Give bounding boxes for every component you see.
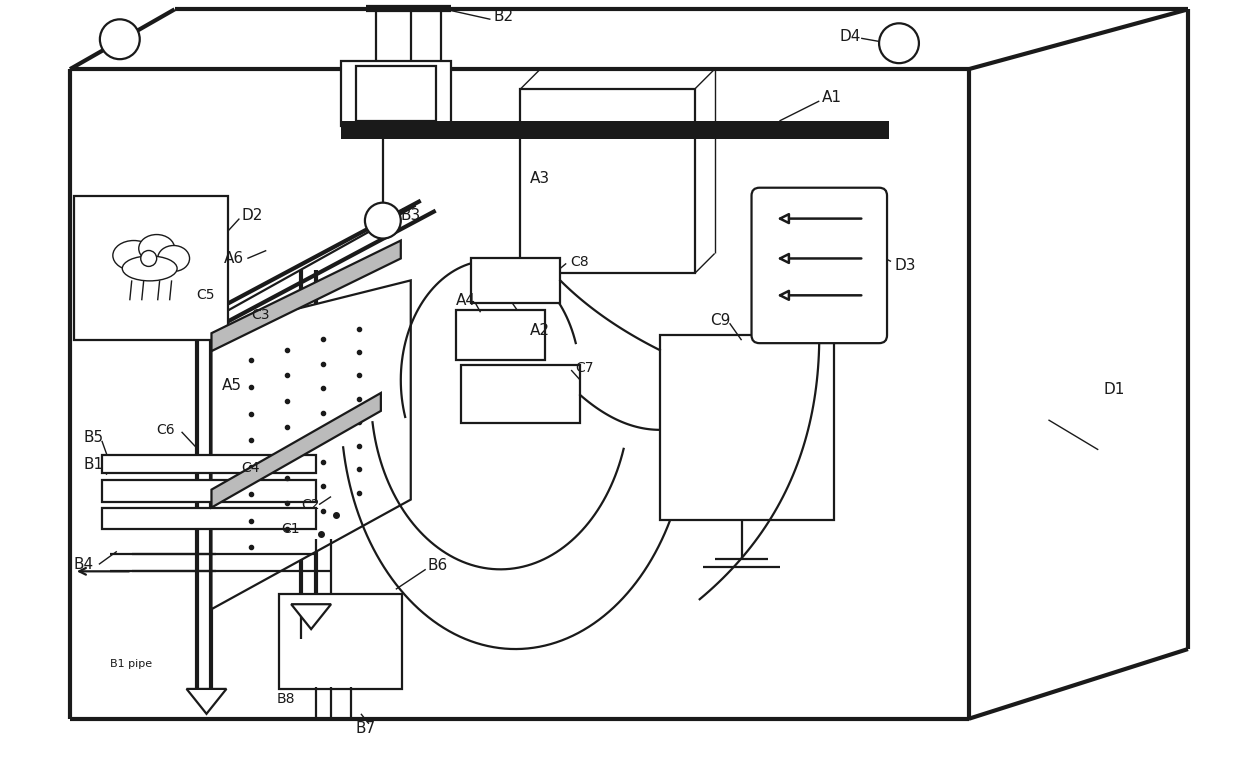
Text: D4: D4 xyxy=(839,29,861,44)
Bar xyxy=(360,599,394,687)
Circle shape xyxy=(365,203,401,238)
Text: C3: C3 xyxy=(252,308,270,322)
Text: C1: C1 xyxy=(281,523,300,537)
Text: B3: B3 xyxy=(401,208,422,223)
Ellipse shape xyxy=(157,245,190,271)
Bar xyxy=(341,121,889,139)
Text: A3: A3 xyxy=(531,171,551,187)
Text: C5: C5 xyxy=(196,288,215,302)
Bar xyxy=(460,365,580,423)
Text: B1 pipe: B1 pipe xyxy=(110,659,153,669)
Text: B1: B1 xyxy=(84,457,104,472)
Polygon shape xyxy=(212,393,381,507)
Circle shape xyxy=(140,251,156,267)
Text: A4: A4 xyxy=(455,293,476,308)
Bar xyxy=(102,507,316,530)
Text: A5: A5 xyxy=(222,378,242,392)
Bar xyxy=(102,455,316,473)
Bar xyxy=(279,594,402,689)
Text: C9: C9 xyxy=(709,313,730,328)
Text: C4: C4 xyxy=(242,461,260,475)
Text: B4: B4 xyxy=(74,557,94,572)
Text: D3: D3 xyxy=(894,258,915,273)
Ellipse shape xyxy=(113,241,155,271)
Circle shape xyxy=(100,19,140,59)
Text: B8: B8 xyxy=(277,692,295,706)
Bar xyxy=(470,258,560,303)
Polygon shape xyxy=(212,281,410,609)
Circle shape xyxy=(879,23,919,63)
Text: C6: C6 xyxy=(156,423,175,437)
Text: C7: C7 xyxy=(575,361,594,375)
Polygon shape xyxy=(186,689,227,714)
FancyBboxPatch shape xyxy=(751,187,887,343)
Bar xyxy=(74,196,228,340)
Text: B7: B7 xyxy=(356,721,376,736)
Bar xyxy=(455,310,546,360)
Bar xyxy=(356,66,435,121)
Text: B2: B2 xyxy=(494,8,513,24)
Bar xyxy=(341,61,450,126)
Text: B5: B5 xyxy=(84,430,104,446)
Text: D1: D1 xyxy=(1104,382,1125,398)
Bar xyxy=(660,335,835,520)
Text: A1: A1 xyxy=(822,89,842,105)
Text: B6: B6 xyxy=(428,558,448,573)
Text: A2: A2 xyxy=(531,323,551,338)
Bar xyxy=(286,599,321,687)
Text: C2: C2 xyxy=(301,497,320,512)
Polygon shape xyxy=(212,241,401,351)
Bar xyxy=(324,599,358,687)
Bar xyxy=(102,480,316,502)
Text: D2: D2 xyxy=(242,208,263,223)
Polygon shape xyxy=(291,604,331,629)
Ellipse shape xyxy=(139,234,175,262)
Text: A6: A6 xyxy=(223,251,243,266)
Bar xyxy=(521,89,694,274)
Text: C8: C8 xyxy=(570,255,589,269)
Ellipse shape xyxy=(123,256,177,281)
